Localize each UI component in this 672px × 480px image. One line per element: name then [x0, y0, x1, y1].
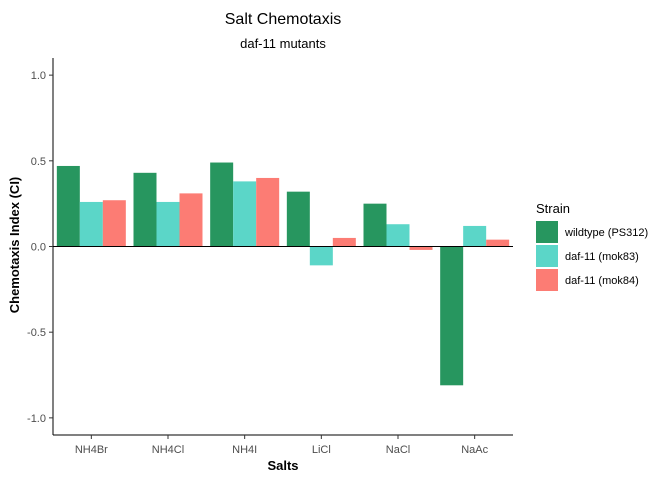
- x-tick-label: LiCl: [312, 444, 331, 456]
- legend: Strain wildtype (PS312) daf-11 (mok83) daf-…: [536, 201, 648, 291]
- bar-licl-1: [286, 191, 310, 247]
- bar-licl-2: [309, 246, 333, 266]
- y-tick-label: 0.5: [31, 156, 46, 168]
- bar-nacl-3: [409, 246, 433, 250]
- x-tick-label: NH4Cl: [152, 444, 184, 456]
- legend-label-3: daf-11 (mok84): [565, 275, 639, 287]
- y-axis-label: Chemotaxis Index (CI): [7, 177, 22, 314]
- bar-nh4cl-3: [179, 193, 203, 247]
- bar-nh4br-1: [56, 165, 80, 247]
- bar-nh4cl-2: [156, 201, 180, 247]
- y-tick-label: -0.5: [27, 327, 46, 339]
- x-axis-label: Salts: [267, 458, 298, 473]
- x-tick-label: NaAc: [461, 444, 488, 456]
- bar-nacl-1: [363, 203, 387, 247]
- y-tick-label: 0.0: [31, 242, 46, 254]
- legend-key-2: [536, 245, 558, 267]
- bar-licl-3: [332, 237, 356, 247]
- chart-subtitle: daf-11 mutants: [240, 36, 326, 51]
- legend-key-3: [536, 269, 558, 291]
- bar-nh4i-1: [210, 162, 234, 247]
- legend-title: Strain: [536, 201, 570, 216]
- bar-nh4i-2: [233, 181, 257, 247]
- legend-label-2: daf-11 (mok83): [565, 251, 639, 263]
- legend-key-1: [536, 221, 558, 243]
- legend-label-1: wildtype (PS312): [564, 227, 648, 239]
- bar-nh4br-3: [102, 200, 126, 247]
- bar-naac-3: [486, 239, 510, 247]
- y-tick-label: 1.0: [31, 70, 46, 82]
- x-tick-label: NH4I: [232, 444, 257, 456]
- x-tick-label: NaCl: [386, 444, 410, 456]
- bar-naac-2: [463, 225, 487, 247]
- x-tick-label: NH4Br: [75, 444, 108, 456]
- bar-nacl-2: [386, 224, 410, 247]
- y-tick-label: -1.0: [27, 413, 46, 425]
- bar-nh4br-2: [79, 201, 103, 247]
- plot-area: -1.0 -0.5 0.0 0.5 1.0 NH4Br NH4Cl NH4I LiCl NaCl N…: [27, 58, 513, 456]
- bar-nh4cl-1: [133, 172, 157, 247]
- chart-title: Salt Chemotaxis: [225, 11, 342, 28]
- bar-naac-1: [440, 246, 464, 386]
- bar-nh4i-3: [256, 177, 280, 247]
